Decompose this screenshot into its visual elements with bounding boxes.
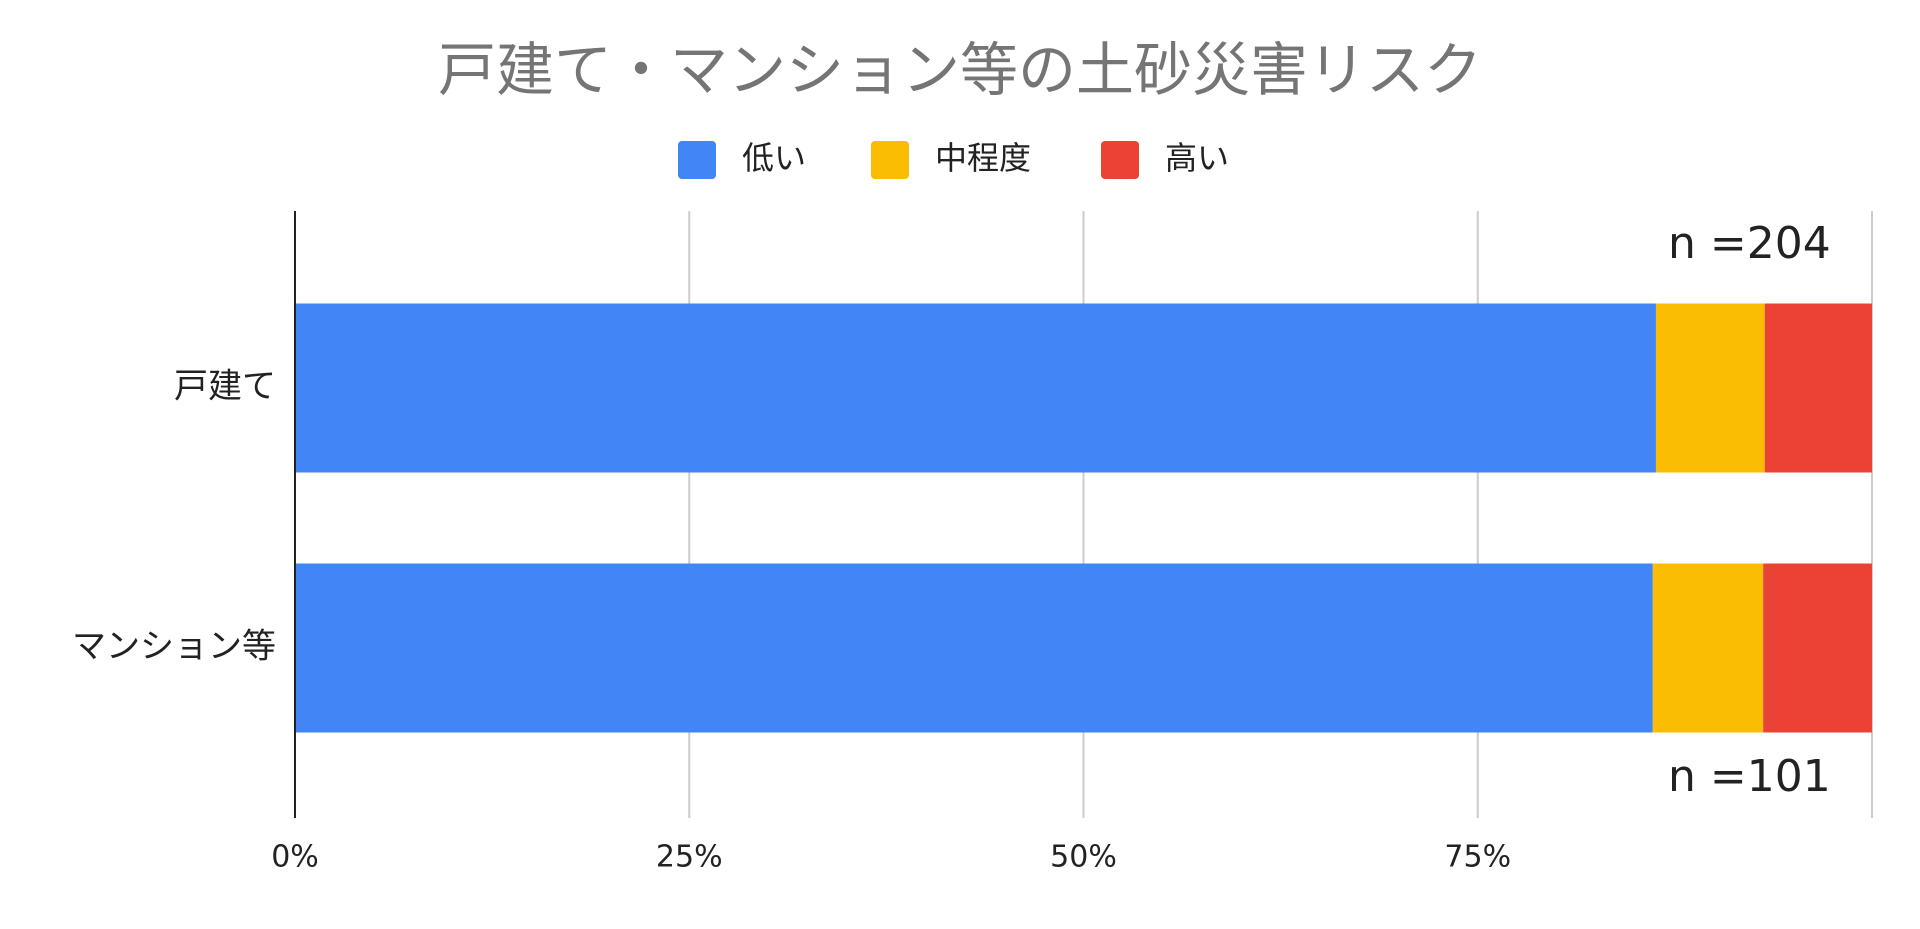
bar-segment (1655, 303, 1765, 473)
x-tick-label: 75% (1444, 840, 1511, 875)
annotation: n =204 (1668, 218, 1831, 269)
legend-swatch (1101, 141, 1139, 179)
x-tick-label: 0% (271, 840, 319, 875)
bar-segment (295, 303, 1656, 473)
annotation: n =101 (1668, 751, 1831, 802)
legend-label: 高い (1165, 139, 1229, 177)
bar-segment (1652, 563, 1764, 733)
bar-segment (295, 563, 1653, 733)
legend-label: 中程度 (935, 139, 1031, 177)
legend-swatch (871, 141, 909, 179)
x-tick-label: 50% (1050, 840, 1117, 875)
chart-title: 戸建て・マンション等の土砂災害リスク (438, 36, 1482, 104)
bar-segment (1764, 303, 1872, 473)
legend-swatch (678, 141, 716, 179)
y-tick-label: 戸建て (174, 367, 276, 407)
x-tick-label: 25% (656, 840, 723, 875)
y-tick-label: マンション等 (72, 627, 276, 667)
legend-label: 低い (742, 139, 806, 177)
bar-segment (1763, 563, 1872, 733)
